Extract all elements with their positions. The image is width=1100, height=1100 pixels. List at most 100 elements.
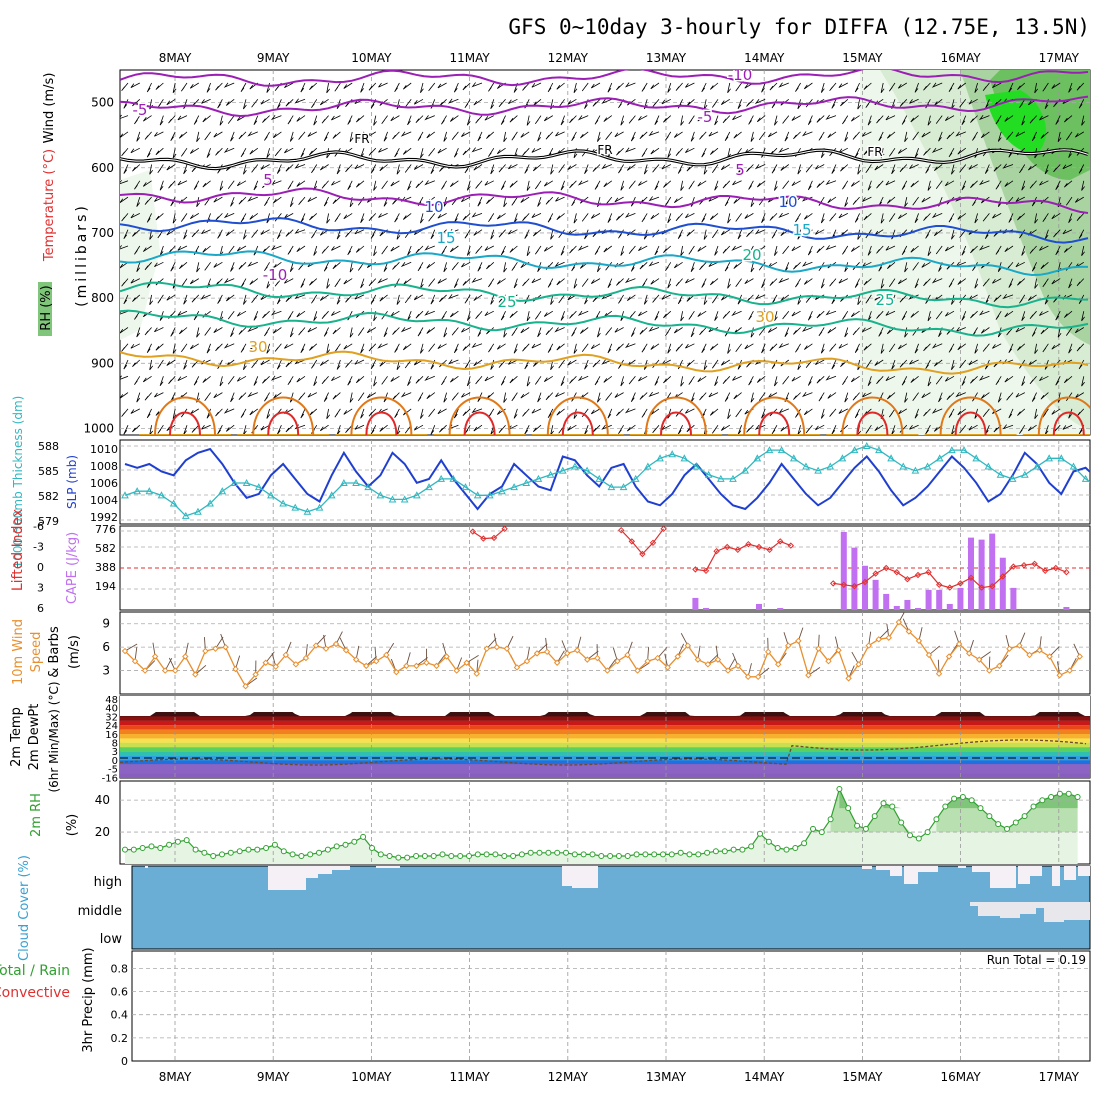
thickness-tick-label: 582 [38,490,59,503]
upper-air-wind-barb [921,392,931,399]
mid-cloud-block [1020,902,1036,914]
high-cloud-block [268,866,306,890]
upper-air-wind-barb [1062,164,1073,170]
thickness-tick-label: 585 [38,465,59,478]
upper-air-wind-barb [1062,424,1073,430]
top-date-label: 10MAY [351,51,392,65]
rh2m-point [1012,819,1019,826]
upper-air-wind-barb [534,180,542,190]
cape-bar [978,539,985,610]
upper-air-wind-barb [453,343,459,354]
cape-bar [777,607,784,610]
top-date-label: 11MAY [449,51,490,65]
upper-air-wind-barb [909,359,919,365]
upper-air-wind-barb [816,115,825,123]
lifted-index-point [1052,564,1060,572]
upper-air-wind-barb [121,408,129,417]
upper-air-wind-barb [296,310,306,318]
upper-air-wind-barb [247,131,258,137]
upper-air-wind-barb [191,294,200,303]
upper-air-wind-barb [857,294,862,305]
upper-air-wind-barb [711,229,719,239]
hot-isotherm-loop [1037,396,1090,435]
thickness-point [340,478,348,486]
upper-air-wind-barb [146,408,152,419]
upper-air-wind-barb [727,278,731,289]
rh2m-point [395,854,402,861]
upper-air-wind-barb [933,424,943,432]
upper-air-wind-barb [1076,343,1085,352]
upper-air-wind-barb [509,310,518,319]
upper-air-wind-barb [567,98,577,105]
upper-air-wind-barb [500,376,506,386]
upper-air-wind-barb [791,115,801,121]
thickness-point [741,466,750,474]
upper-air-wind-barb [1006,392,1014,401]
upper-air-wind-barb [711,99,719,108]
thickness-point [1081,474,1090,482]
upper-air-wind-barb [923,343,931,352]
wind10m-speed-point [795,637,802,645]
upper-air-wind-barb [447,98,459,104]
upper-air-wind-barb [888,147,896,157]
wind10m-speed-point [262,659,269,666]
upper-air-wind-barb [383,131,388,142]
isotherm-label: 15 [792,221,811,239]
wind10m-speed-point [785,642,792,649]
upper-air-wind-barb [466,115,471,126]
upper-air-wind-barb [134,180,141,190]
upper-air-wind-barb [300,343,306,354]
upper-air-wind-barb [415,245,424,254]
upper-air-wind-barb [488,278,495,288]
bottom-date-label: 17MAY [1039,1070,1080,1084]
upper-air-wind-barb [959,164,967,173]
thickness-point [388,495,397,503]
upper-air-wind-barb [347,180,353,190]
upper-air-wind-barb [166,98,176,106]
upper-air-wind-barb [345,294,353,303]
upper-air-wind-barb [829,278,837,287]
wind10m-frame [119,611,1091,695]
upper-air-wind-barb [862,392,872,398]
upper-air-wind-barb [449,245,459,253]
upper-air-wind-barb [155,213,164,221]
upper-air-wind-barb [500,245,506,256]
wind10m-speed-point [624,651,631,659]
upper-air-wind-barb [573,213,578,224]
upper-air-wind-barb [443,392,448,403]
upper-air-wind-barb [466,245,471,256]
rh2m-point [183,837,190,844]
upper-air-wind-barb [511,131,518,141]
upper-air-wind-barb [159,311,164,321]
upper-air-wind-barb [249,278,259,285]
thickness-point [145,487,154,495]
precip-ticks: 0.80.60.40.20 [111,962,129,1068]
thickness-point [327,491,336,499]
upper-air-wind-barb [654,376,660,386]
high-cloud-block [1052,866,1060,886]
upper-air-wind-barb [1063,375,1073,384]
upper-air-wind-barb [134,310,141,320]
upper-air-wind-barb [827,327,837,334]
wind10m-barb [808,667,821,676]
upper-air-wind-barb [667,408,672,419]
upper-air-wind-barb [511,327,518,336]
upper-air-wind-barb [270,114,282,121]
upper-air-wind-barb [912,262,919,271]
upper-air-wind-barb [1081,180,1085,191]
wind10m-speed-point [684,642,692,649]
upper-air-wind-barb [1017,213,1026,221]
upper-air-wind-barb [1021,115,1026,126]
upper-air-wind-barb [720,294,731,301]
temp-tick-label: -16 [102,773,118,784]
upper-air-wind-barb [284,278,294,284]
upper-air-wind-barb [537,327,542,338]
upper-air-wind-barb [935,180,943,190]
cape-bar [989,533,996,610]
upper-air-wind-barb [370,229,377,239]
upper-air-wind-barb [590,408,601,415]
high-cloud-block [330,866,350,870]
upper-air-wind-barb [464,294,471,304]
upper-air-wind-barb [526,376,531,387]
